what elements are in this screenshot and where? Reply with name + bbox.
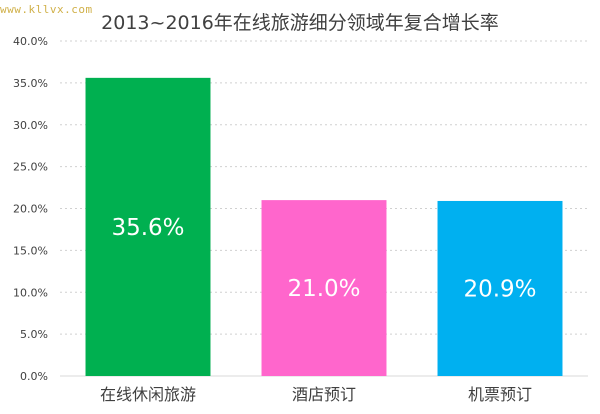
data-labels: 35.6% 21.0% 20.9% <box>111 215 536 303</box>
y-axis-ticks: 0.0% 5.0% 10.0% 15.0% 20.0% 25.0% 30.0% 35.0% 40… <box>13 35 48 383</box>
x-tick-label: 机票预订 <box>468 385 532 404</box>
data-label: 21.0% <box>287 276 360 302</box>
y-tick-label: 0.0% <box>20 370 48 383</box>
data-label: 20.9% <box>463 276 536 302</box>
x-tick-label: 在线休闲旅游 <box>100 385 196 404</box>
bar <box>261 200 387 376</box>
chart-title: 2013~2016年在线旅游细分领域年复合增长率 <box>101 12 499 34</box>
y-tick-label: 5.0% <box>20 328 48 341</box>
bar <box>85 77 211 376</box>
y-tick-label: 30.0% <box>13 119 48 132</box>
y-tick-label: 40.0% <box>13 35 48 48</box>
bar <box>437 200 563 376</box>
y-tick-label: 25.0% <box>13 161 48 174</box>
bars <box>85 77 563 376</box>
x-axis-ticks: 在线休闲旅游 酒店预订 机票预订 <box>100 385 532 404</box>
data-label: 35.6% <box>111 215 184 241</box>
y-tick-label: 10.0% <box>13 286 48 299</box>
y-tick-label: 15.0% <box>13 244 48 257</box>
y-tick-label: 20.0% <box>13 203 48 216</box>
watermark: www.kllvx.com <box>0 3 93 16</box>
x-tick-label: 酒店预订 <box>292 385 356 404</box>
y-tick-label: 35.0% <box>13 77 48 90</box>
